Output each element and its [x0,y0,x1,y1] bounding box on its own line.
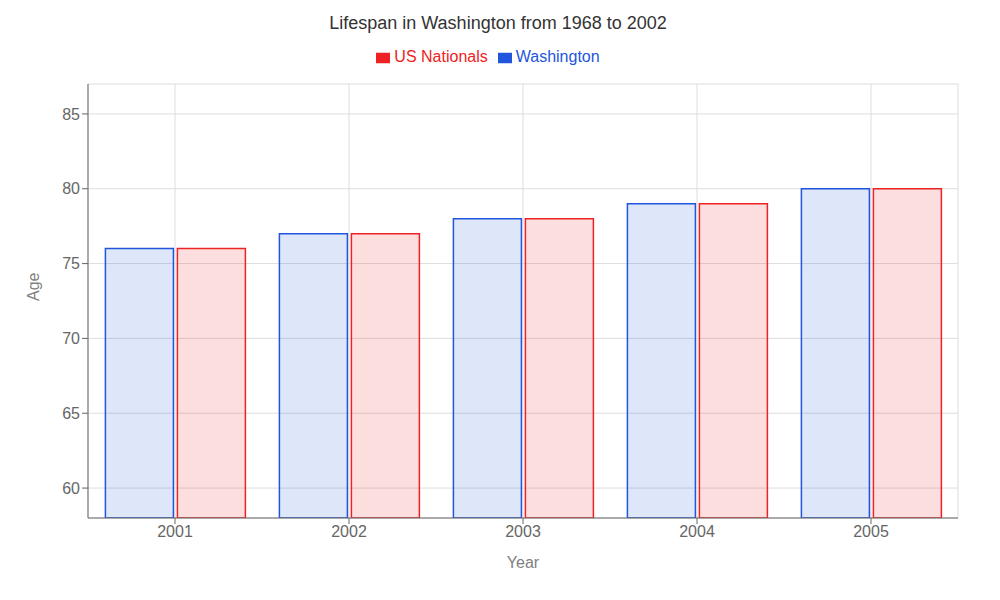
svg-text:Year: Year [507,554,540,571]
svg-text:Age: Age [25,272,42,301]
svg-text:75: 75 [62,255,80,272]
svg-text:2002: 2002 [331,523,367,540]
svg-text:2003: 2003 [505,523,541,540]
svg-text:65: 65 [62,405,80,422]
html-text:Washington: Washington [515,48,600,65]
svg-text:2004: 2004 [679,523,715,540]
html-text:Lifespan in Washington from 19: Lifespan in Washington from 1968 to 2002 [329,13,667,33]
svg-text:85: 85 [62,106,80,123]
html-text:US Nationals: US Nationals [394,48,488,65]
svg-text:80: 80 [62,180,80,197]
svg-text:2001: 2001 [157,523,193,540]
svg-text:70: 70 [62,330,80,347]
svg-text:60: 60 [62,480,80,497]
svg-text:2005: 2005 [853,523,889,540]
